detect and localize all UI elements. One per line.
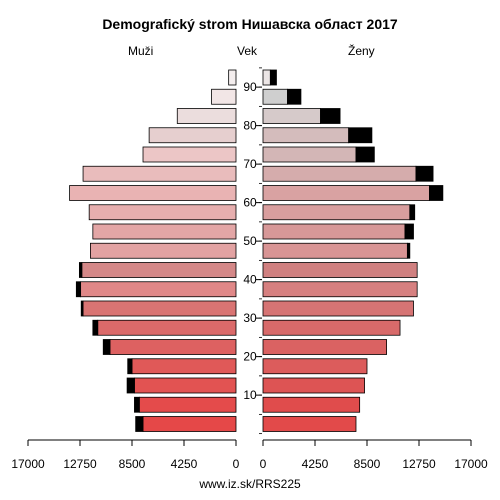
right-x-tick-label: 12750 bbox=[402, 457, 436, 471]
male-bar-25-29 bbox=[97, 319, 237, 336]
age-tick-label-10: 10 bbox=[243, 388, 257, 402]
male-bar-5-9 bbox=[138, 396, 237, 413]
right-x-tick-label: 8500 bbox=[354, 457, 381, 471]
left-x-tick-label: 8500 bbox=[119, 457, 146, 471]
male-bar-50-54 bbox=[92, 223, 237, 240]
female-bar-65-69 bbox=[262, 165, 417, 182]
male-bar-30-34 bbox=[82, 300, 237, 317]
left-x-tick-label: 0 bbox=[233, 457, 240, 471]
age-tick-label-20: 20 bbox=[243, 350, 257, 364]
right-x-tick-label: 4250 bbox=[302, 457, 329, 471]
male-bar-85-89 bbox=[211, 88, 237, 105]
female-bar-55-59 bbox=[262, 204, 411, 221]
male-excess-0-4 bbox=[135, 416, 144, 432]
female-excess-75-79 bbox=[348, 127, 373, 144]
age-tick-label-60: 60 bbox=[243, 196, 257, 210]
female-bar-60-64 bbox=[262, 185, 430, 201]
female-bar-30-34 bbox=[262, 300, 414, 317]
right-series-label: Ženy bbox=[348, 44, 375, 58]
male-excess-5-9 bbox=[134, 396, 140, 413]
female-bar-50-54 bbox=[262, 223, 406, 240]
male-bar-15-19 bbox=[131, 358, 237, 375]
female-bar-45-49 bbox=[262, 242, 408, 259]
male-excess-25-29 bbox=[92, 319, 99, 336]
male-excess-35-39 bbox=[75, 281, 82, 298]
female-bar-85-89 bbox=[262, 88, 288, 105]
age-tick-label-90: 90 bbox=[243, 80, 257, 94]
male-bar-70-74 bbox=[142, 146, 237, 163]
center-axis-label: Vek bbox=[237, 44, 258, 58]
right-x-tick-label: 0 bbox=[260, 457, 267, 471]
male-bar-45-49 bbox=[90, 242, 237, 259]
female-excess-60-64 bbox=[428, 185, 444, 201]
source-footer: www.iz.sk/RRS225 bbox=[199, 477, 301, 491]
female-bar-20-24 bbox=[262, 339, 387, 355]
male-bar-80-84 bbox=[176, 108, 237, 124]
male-excess-40-44 bbox=[78, 262, 83, 278]
age-tick-label-30: 30 bbox=[243, 311, 257, 325]
left-x-tick-label: 4250 bbox=[171, 457, 198, 471]
age-tick-label-70: 70 bbox=[243, 157, 257, 171]
female-excess-90+ bbox=[269, 69, 277, 86]
female-excess-70-74 bbox=[355, 146, 375, 163]
female-bar-90+ bbox=[262, 69, 271, 86]
female-excess-55-59 bbox=[409, 204, 416, 221]
male-bar-0-4 bbox=[142, 416, 237, 432]
male-bar-35-39 bbox=[80, 281, 237, 298]
male-bar-65-69 bbox=[82, 165, 237, 182]
male-bar-90+ bbox=[228, 69, 237, 86]
left-x-tick-label: 12750 bbox=[63, 457, 97, 471]
female-bar-35-39 bbox=[262, 281, 418, 298]
female-bar-10-14 bbox=[262, 377, 365, 394]
male-bar-20-24 bbox=[109, 339, 237, 355]
male-excess-10-14 bbox=[126, 377, 135, 394]
male-bar-55-59 bbox=[88, 204, 237, 221]
left-series-label: Muži bbox=[128, 44, 154, 58]
female-bar-80-84 bbox=[262, 108, 321, 124]
female-excess-85-89 bbox=[287, 88, 302, 105]
female-bar-40-44 bbox=[262, 262, 418, 278]
left-x-tick-label: 17000 bbox=[11, 457, 45, 471]
male-excess-20-24 bbox=[102, 339, 111, 355]
female-bar-0-4 bbox=[262, 416, 357, 432]
male-excess-15-19 bbox=[127, 358, 133, 375]
age-tick-label-80: 80 bbox=[243, 119, 257, 133]
male-bar-60-64 bbox=[69, 185, 237, 201]
female-bar-5-9 bbox=[262, 396, 361, 413]
female-bar-15-19 bbox=[262, 358, 368, 375]
female-excess-45-49 bbox=[406, 242, 411, 259]
male-excess-30-34 bbox=[80, 300, 84, 317]
age-tick-label-40: 40 bbox=[243, 273, 257, 287]
age-tick-label-50: 50 bbox=[243, 234, 257, 248]
female-bar-25-29 bbox=[262, 319, 401, 336]
female-bar-75-79 bbox=[262, 127, 350, 144]
male-bar-75-79 bbox=[148, 127, 237, 144]
male-bar-10-14 bbox=[134, 377, 237, 394]
female-bar-70-74 bbox=[262, 146, 357, 163]
male-bar-40-44 bbox=[81, 262, 237, 278]
right-x-tick-label: 17000 bbox=[454, 457, 488, 471]
female-excess-50-54 bbox=[404, 223, 414, 240]
chart-title: Demografický strom Нишавска област 2017 bbox=[102, 16, 398, 32]
female-excess-65-69 bbox=[415, 165, 434, 182]
female-excess-80-84 bbox=[320, 108, 341, 124]
